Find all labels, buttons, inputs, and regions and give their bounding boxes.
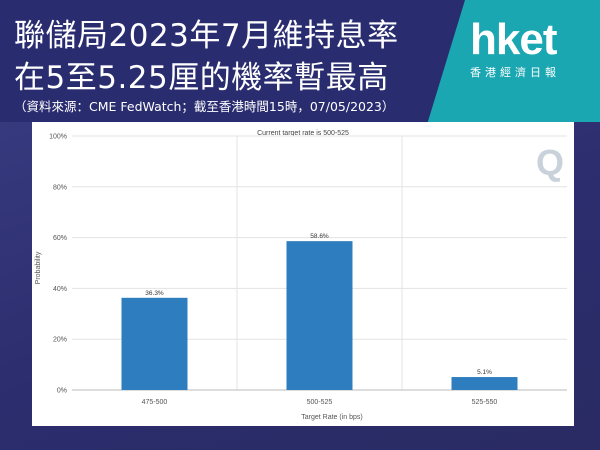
hket-logo: hket 香港經濟日報 (470, 18, 590, 80)
headline-line-2: 在5至5.25厘的機率暫最高 (14, 60, 389, 96)
x-axis-label: Target Rate (in bps) (301, 414, 362, 421)
logo-text: hket (470, 15, 557, 64)
y-tick-label: 100% (49, 134, 67, 141)
watermark-q: Q (535, 142, 564, 183)
logo-subtitle: 香港經濟日報 (470, 66, 560, 79)
x-tick-label: 525-550 (472, 399, 498, 406)
header-banner: 聯儲局2023年7月維持息率 在5至5.25厘的機率暫最高 （資料來源：CME … (0, 0, 600, 122)
headline-line-1: 聯儲局2023年7月維持息率 (14, 18, 399, 54)
y-axis-label: Probability (35, 251, 42, 284)
bar-525-550 (451, 377, 518, 390)
bar-value-label: 36.3% (145, 290, 164, 297)
y-tick-label: 40% (53, 286, 67, 293)
y-axis-ticks: 0% 20% 40% 60% 80% 100% (49, 134, 67, 395)
source-note: （資料來源：CME FedWatch；截至香港時間15時，07/05/2023） (14, 99, 395, 114)
y-tick-label: 0% (57, 388, 67, 395)
bars: 36.3% 58.6% 5.1% (121, 233, 518, 390)
chart-title: Current target rate is 500-525 (257, 130, 349, 137)
x-tick-label: 475-500 (142, 399, 168, 406)
chart-panel: Q Current target rate is 500-525 0% 20% 40… (32, 122, 574, 426)
x-tick-label: 500-525 (307, 399, 333, 406)
bar-475-500 (121, 297, 188, 390)
bar-500-525 (286, 241, 353, 390)
bar-value-label: 5.1% (477, 369, 492, 376)
y-tick-label: 60% (53, 235, 67, 242)
header-banner-dark (0, 0, 465, 122)
y-tick-label: 20% (53, 337, 67, 344)
x-axis-ticks: 475-500 500-525 525-550 (142, 399, 498, 406)
bar-value-label: 58.6% (310, 233, 329, 240)
probability-bar-chart: Current target rate is 500-525 0% 20% 40% 6… (35, 130, 567, 421)
y-tick-label: 80% (53, 184, 67, 191)
